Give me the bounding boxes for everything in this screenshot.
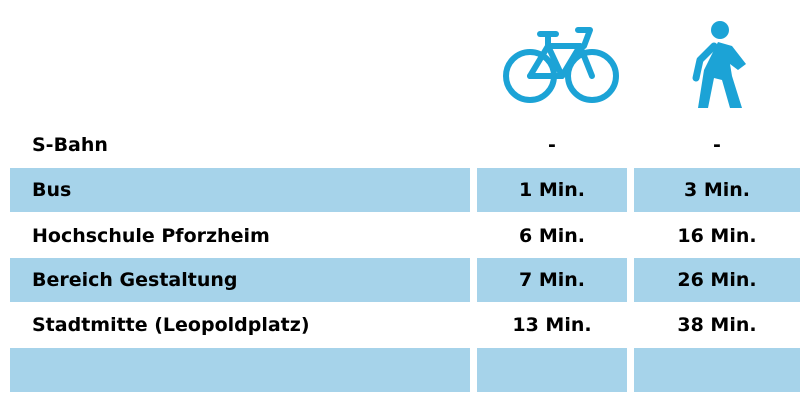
destination-label: Hochschule Pforzheim [32, 225, 270, 247]
table-row [0, 348, 800, 392]
bike-time: 13 Min. [512, 314, 592, 336]
table-row: Bereich Gestaltung 7 Min. 26 Min. [0, 258, 800, 302]
table-row: Hochschule Pforzheim 6 Min. 16 Min. [0, 214, 800, 258]
table-row: Bus 1 Min. 3 Min. [0, 168, 800, 212]
walk-time: 3 Min. [634, 168, 800, 212]
table-row: S-Bahn - - [0, 123, 800, 167]
walk-time: - [713, 134, 721, 156]
destination-label: Bus [10, 168, 470, 212]
walk-time [634, 348, 800, 392]
destination-label: Bereich Gestaltung [10, 258, 470, 302]
walk-time: 38 Min. [677, 314, 757, 336]
destination-label [10, 348, 470, 392]
walk-time: 26 Min. [634, 258, 800, 302]
bike-time: 7 Min. [477, 258, 627, 302]
destination-label: Stadtmitte (Leopoldplatz) [32, 314, 310, 336]
bike-time: 6 Min. [519, 225, 585, 247]
walk-time: 16 Min. [677, 225, 757, 247]
destination-label: S-Bahn [32, 134, 108, 156]
pedestrian-icon [692, 21, 746, 108]
bicycle-icon [503, 27, 619, 103]
bike-time: 1 Min. [477, 168, 627, 212]
bike-time [477, 348, 627, 392]
table-row: Stadtmitte (Leopoldplatz) 13 Min. 38 Min… [0, 303, 800, 347]
bike-time: - [548, 134, 556, 156]
